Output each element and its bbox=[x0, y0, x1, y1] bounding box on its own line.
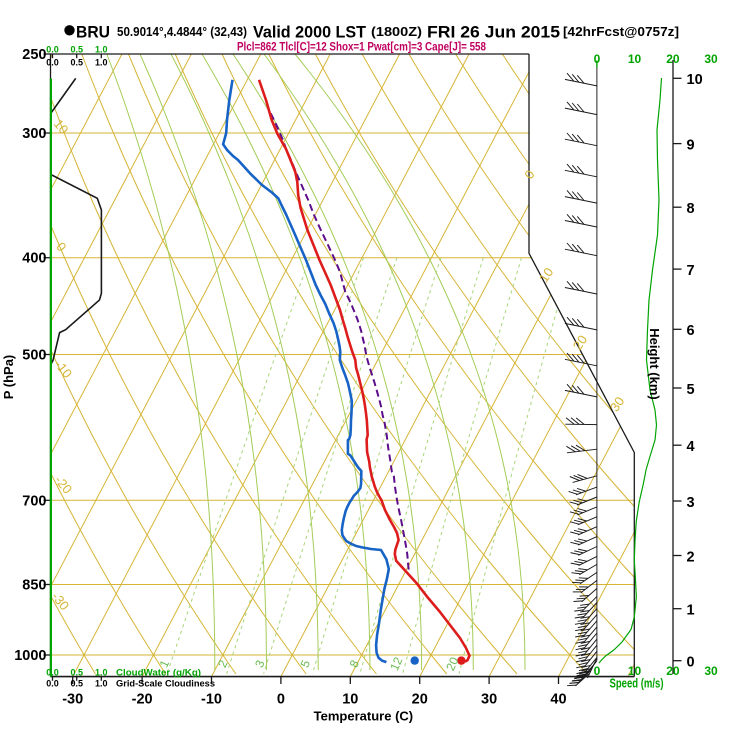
svg-text:0.0: 0.0 bbox=[46, 679, 59, 689]
svg-text:6: 6 bbox=[687, 323, 695, 339]
svg-text:20: 20 bbox=[666, 664, 680, 678]
svg-text:0.0: 0.0 bbox=[46, 45, 59, 55]
svg-text:4: 4 bbox=[687, 439, 695, 455]
svg-text:850: 850 bbox=[22, 578, 46, 594]
svg-text:0.0: 0.0 bbox=[46, 58, 59, 68]
svg-text:0.5: 0.5 bbox=[70, 667, 83, 677]
svg-text:0.5: 0.5 bbox=[70, 45, 83, 55]
svg-text:0: 0 bbox=[687, 654, 695, 670]
svg-text:FRI 26 Jun 2015: FRI 26 Jun 2015 bbox=[427, 22, 560, 41]
svg-text:20: 20 bbox=[443, 655, 461, 673]
svg-text:0.5: 0.5 bbox=[70, 679, 83, 689]
svg-text:10: 10 bbox=[687, 72, 703, 88]
svg-text:1.0: 1.0 bbox=[95, 679, 108, 689]
svg-text:9: 9 bbox=[687, 137, 695, 153]
svg-text:Valid 2000 LST: Valid 2000 LST bbox=[253, 22, 367, 41]
svg-text:10: 10 bbox=[536, 265, 557, 285]
svg-text:250: 250 bbox=[22, 47, 46, 63]
svg-text:20: 20 bbox=[412, 692, 428, 708]
svg-text:1.0: 1.0 bbox=[95, 45, 108, 55]
svg-text:40: 40 bbox=[550, 692, 566, 708]
svg-text:10: 10 bbox=[342, 692, 358, 708]
svg-text:0.5: 0.5 bbox=[70, 58, 83, 68]
svg-text:0: 0 bbox=[277, 692, 285, 708]
svg-text:(1800Z): (1800Z) bbox=[371, 25, 422, 39]
svg-text:2: 2 bbox=[687, 549, 695, 565]
svg-text:3: 3 bbox=[687, 495, 695, 511]
svg-text:30: 30 bbox=[607, 394, 628, 414]
svg-text:20: 20 bbox=[666, 52, 680, 66]
svg-text:700: 700 bbox=[22, 493, 46, 509]
svg-text:300: 300 bbox=[22, 126, 46, 142]
svg-text:Plcl=862 Tlcl[C]=12 Shox=1 Pwa: Plcl=862 Tlcl[C]=12 Shox=1 Pwat[cm]=3 Ca… bbox=[237, 42, 487, 54]
svg-text:Speed (m/s): Speed (m/s) bbox=[610, 677, 664, 691]
svg-text:8: 8 bbox=[687, 201, 695, 217]
svg-text:1.0: 1.0 bbox=[95, 58, 108, 68]
svg-text:7: 7 bbox=[687, 263, 695, 279]
svg-text:BRU: BRU bbox=[76, 22, 110, 41]
svg-text:30: 30 bbox=[704, 52, 718, 66]
svg-text:1: 1 bbox=[687, 602, 695, 618]
svg-text:Temperature (C): Temperature (C) bbox=[314, 709, 413, 724]
svg-text:Height (km): Height (km) bbox=[647, 328, 662, 400]
svg-text:-30: -30 bbox=[62, 692, 83, 708]
svg-text:-10: -10 bbox=[201, 692, 222, 708]
svg-text:20: 20 bbox=[570, 332, 591, 352]
svg-text:-20: -20 bbox=[132, 692, 153, 708]
svg-text:10: 10 bbox=[628, 664, 642, 678]
svg-text:P (hPa): P (hPa) bbox=[1, 355, 16, 400]
svg-text:30: 30 bbox=[704, 664, 718, 678]
svg-text:1000: 1000 bbox=[14, 648, 46, 664]
svg-text:[42hrFcst@0757z]: [42hrFcst@0757z] bbox=[563, 25, 679, 39]
svg-text:50.9014°,4.4844° (32,43): 50.9014°,4.4844° (32,43) bbox=[117, 25, 247, 39]
svg-text:5: 5 bbox=[687, 382, 695, 398]
svg-text:0.0: 0.0 bbox=[46, 667, 59, 677]
svg-text:0: 0 bbox=[594, 52, 601, 66]
svg-text:400: 400 bbox=[22, 251, 46, 267]
svg-text:12: 12 bbox=[387, 655, 405, 673]
svg-text:1.0: 1.0 bbox=[95, 667, 108, 677]
svg-text:500: 500 bbox=[22, 347, 46, 363]
svg-text:30: 30 bbox=[481, 692, 497, 708]
svg-text:Grid-Scale Cloudiness: Grid-Scale Cloudiness bbox=[116, 679, 215, 689]
svg-text:CloudWater (g/Kg): CloudWater (g/Kg) bbox=[116, 667, 201, 677]
svg-text:0: 0 bbox=[594, 664, 601, 678]
svg-text:10: 10 bbox=[628, 52, 642, 66]
